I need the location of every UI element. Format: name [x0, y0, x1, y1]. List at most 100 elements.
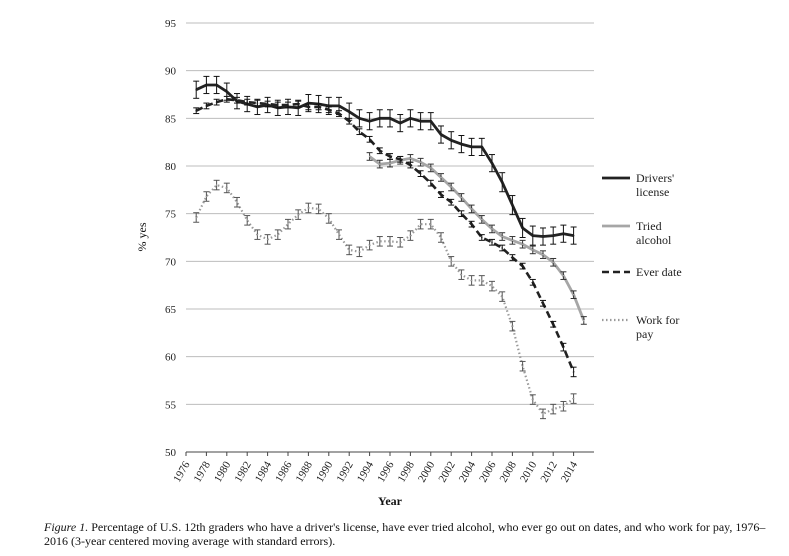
- error-bar: [213, 179, 220, 191]
- data-point: [440, 176, 442, 179]
- data-point: [481, 146, 483, 148]
- error-bar: [540, 227, 546, 246]
- data-point: [307, 102, 310, 104]
- data-point: [348, 110, 351, 113]
- data-point: [389, 117, 391, 120]
- y-tick-label: 50: [165, 447, 177, 459]
- y-tick-label: 60: [165, 352, 177, 364]
- error-bar: [366, 135, 373, 143]
- data-point: [430, 167, 432, 169]
- error-bar: [203, 75, 210, 95]
- error-bar: [509, 236, 516, 245]
- data-point: [470, 208, 473, 210]
- legend-label: Ever date: [636, 265, 682, 279]
- error-bar: [560, 342, 567, 352]
- data-point: [542, 235, 544, 238]
- data-point: [226, 187, 228, 189]
- data-point: [277, 233, 279, 236]
- error-bar: [356, 109, 363, 128]
- data-point: [419, 172, 422, 175]
- y-tick-label: 75: [165, 209, 177, 221]
- error-bar: [458, 193, 465, 202]
- x-tick-label: 1988: [294, 459, 316, 484]
- error-bar: [529, 245, 536, 255]
- data-point: [287, 104, 289, 106]
- data-point: [562, 232, 565, 235]
- error-bar: [468, 275, 475, 286]
- data-point: [501, 235, 504, 238]
- data-point: [430, 223, 432, 225]
- data-point: [419, 120, 422, 122]
- error-bar: [203, 102, 210, 110]
- data-point: [501, 181, 504, 184]
- error-bar: [397, 114, 404, 133]
- data-point: [511, 325, 514, 327]
- data-point: [460, 143, 463, 145]
- error-bar: [499, 232, 506, 241]
- data-point: [195, 109, 197, 112]
- legend-label: Work for: [636, 313, 679, 327]
- error-bar: [366, 152, 373, 161]
- error-bar: [570, 290, 577, 300]
- error-bar: [366, 112, 373, 131]
- data-point: [256, 102, 259, 104]
- data-point: [307, 106, 310, 108]
- error-bar: [193, 212, 200, 223]
- series-4: [193, 179, 577, 420]
- legend-label-line2: license: [636, 185, 669, 199]
- error-bar: [254, 99, 261, 107]
- data-point: [399, 158, 402, 161]
- error-bar: [540, 250, 546, 259]
- data-point: [256, 233, 259, 236]
- data-point: [195, 216, 197, 219]
- data-point: [328, 108, 330, 111]
- data-point: [532, 281, 534, 284]
- legend-label: Tried: [636, 219, 662, 233]
- x-tick-label: 1986: [273, 459, 295, 484]
- x-tick-label: 1978: [192, 459, 214, 484]
- data-point: [532, 398, 534, 401]
- error-bar: [336, 229, 342, 240]
- error-bar: [417, 157, 424, 167]
- x-tick-label: 1994: [355, 459, 377, 484]
- x-tick-label: 2004: [457, 459, 479, 484]
- data-point: [215, 184, 218, 186]
- x-axis-title: Year: [378, 494, 403, 508]
- data-point: [450, 260, 453, 263]
- data-point: [358, 117, 361, 120]
- error-bar: [274, 101, 281, 109]
- data-point: [521, 365, 524, 368]
- error-bar: [438, 173, 444, 182]
- data-point: [287, 223, 289, 225]
- data-point: [277, 104, 279, 106]
- data-point: [542, 413, 544, 415]
- data-point: [205, 84, 208, 86]
- series-line: [368, 155, 586, 321]
- data-point: [297, 107, 300, 109]
- data-point: [562, 346, 565, 348]
- error-bar: [387, 109, 393, 128]
- error-bar: [438, 191, 444, 198]
- data-point: [195, 88, 197, 91]
- error-bar: [478, 137, 485, 157]
- data-point: [511, 256, 514, 259]
- error-bar: [213, 98, 220, 106]
- data-point: [481, 236, 483, 239]
- error-bar: [203, 191, 210, 202]
- error-bar: [417, 112, 424, 131]
- data-point: [450, 139, 453, 142]
- data-point: [562, 405, 565, 408]
- data-point: [379, 149, 381, 152]
- error-bar: [499, 244, 506, 252]
- y-axis-ticks: 50 55 60 65 70 75 80 85 90 95: [165, 18, 177, 459]
- x-tick-label: 2008: [498, 459, 520, 484]
- data-point: [572, 397, 575, 400]
- error-bar: [193, 80, 200, 99]
- data-point: [501, 295, 504, 298]
- error-bar: [234, 196, 240, 208]
- data-point: [481, 218, 483, 221]
- error-bar: [285, 101, 291, 109]
- data-point: [460, 273, 463, 276]
- error-bar: [529, 278, 536, 286]
